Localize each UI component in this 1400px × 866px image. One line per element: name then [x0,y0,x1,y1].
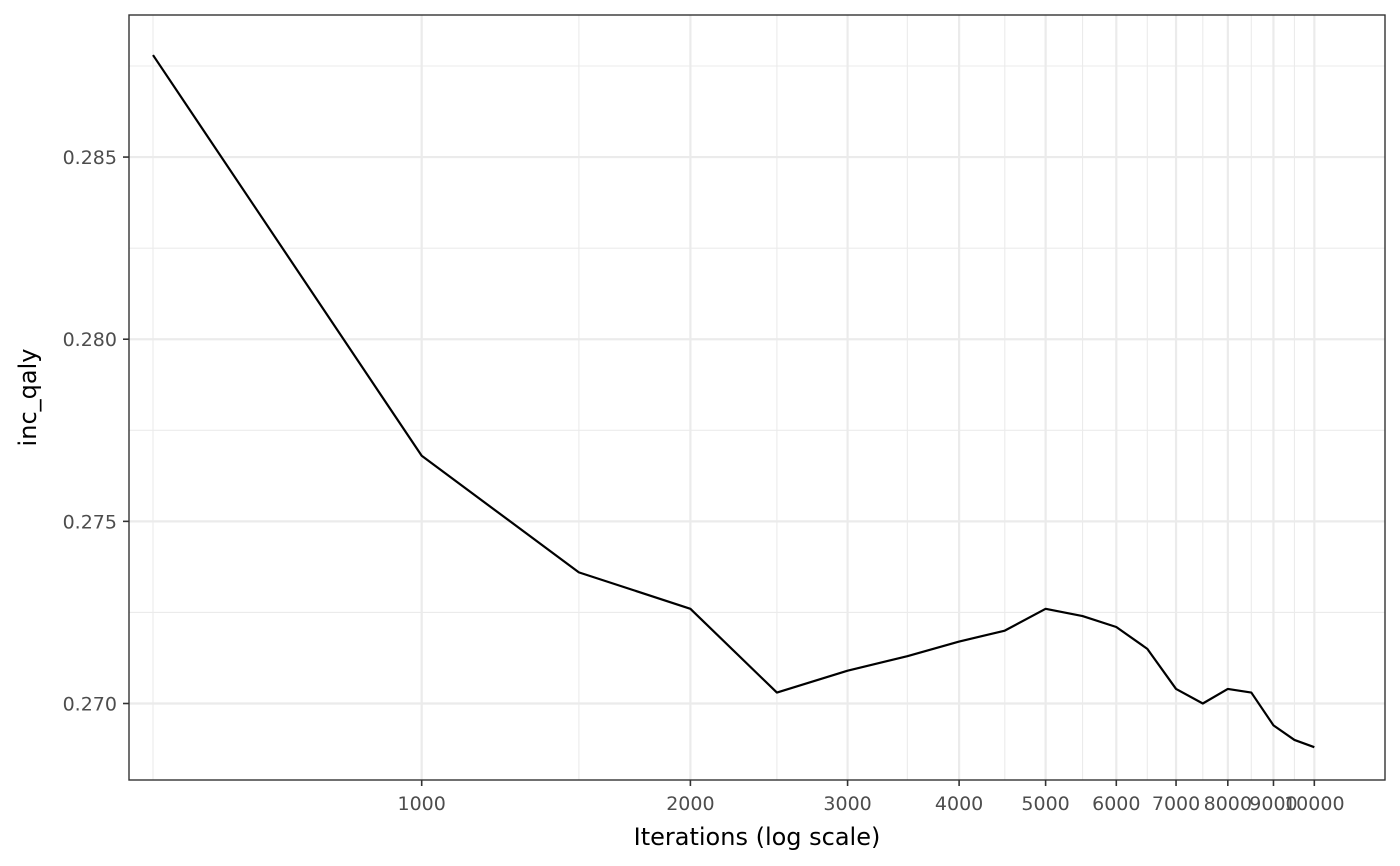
plot-panel-border [128,14,1386,781]
y-axis: 0.270 0.275 0.280 0.285 [63,147,129,716]
x-tick-label: 4000 [935,793,983,815]
series-layer [152,54,1315,749]
major-gridlines [129,15,1385,780]
x-tick-label: 3000 [823,793,871,815]
series-line [152,54,1315,749]
y-tick-label: 0.285 [63,147,117,169]
x-tick-label: 10000 [1284,793,1344,815]
x-tick-label: 6000 [1092,793,1140,815]
x-tick-label: 7000 [1152,793,1200,815]
x-axis-title: Iterations (log scale) [634,823,881,851]
x-tick-label: 8000 [1204,793,1252,815]
x-tick-label: 5000 [1021,793,1069,815]
x-tick-label: 1000 [398,793,446,815]
y-tick-label: 0.275 [63,511,117,533]
x-tick-label: 9000 [1249,793,1297,815]
y-tick-label: 0.280 [63,329,117,351]
x-tick-label: 2000 [666,793,714,815]
y-tick-label: 0.270 [63,694,117,716]
y-axis-title: inc_qaly [14,349,42,447]
x-axis: 1000 2000 3000 4000 5000 6000 7000 800090001000… [398,780,1345,815]
minor-gridlines [129,15,1385,780]
